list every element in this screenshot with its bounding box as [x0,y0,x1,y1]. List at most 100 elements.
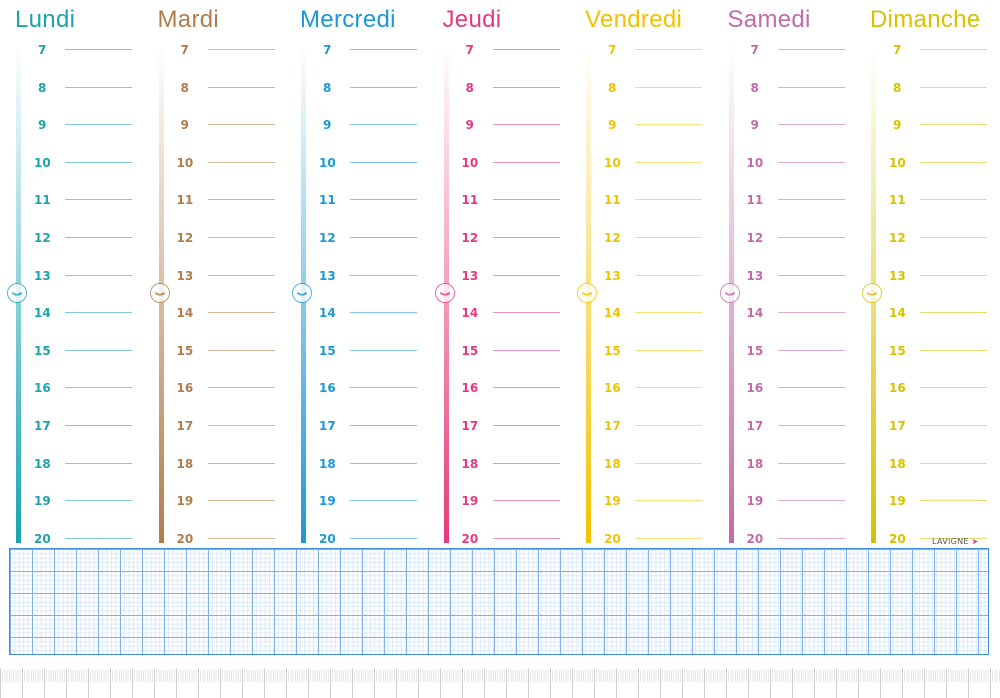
hour-writing-line[interactable] [492,161,560,163]
hour-writing-line[interactable] [350,124,417,126]
hour-writing-line[interactable] [492,49,560,50]
hour-writing-line[interactable] [920,86,987,88]
hour-writing-line[interactable] [777,387,845,389]
hour-writing-line[interactable] [350,349,417,351]
hour-writing-line[interactable] [920,274,987,276]
hour-writing-line[interactable] [65,500,132,502]
hour-writing-line[interactable] [635,349,702,351]
hour-writing-line[interactable] [635,537,702,539]
hour-writing-line[interactable] [777,161,845,163]
hour-writing-line[interactable] [920,161,987,163]
hour-writing-line[interactable] [65,387,132,389]
hour-writing-line[interactable] [207,312,275,314]
hour-writing-line[interactable] [492,500,560,502]
brand-logo: LAVIGNE ➤ [932,537,979,546]
hour-writing-line[interactable] [777,49,845,50]
hour-writing-line[interactable] [207,462,275,464]
hour-writing-line[interactable] [920,124,987,126]
hour-writing-line[interactable] [207,237,275,238]
hour-writing-line[interactable] [65,349,132,351]
hour-writing-line[interactable] [65,237,132,238]
hour-writing-line[interactable] [65,49,132,50]
hour-writing-line[interactable] [777,237,845,238]
hour-writing-line[interactable] [207,349,275,351]
hour-writing-line[interactable] [492,237,560,238]
hour-writing-line[interactable] [350,312,417,314]
hour-writing-line[interactable] [207,161,275,163]
hour-writing-line[interactable] [492,537,560,539]
hour-writing-line[interactable] [635,312,702,314]
hour-writing-line[interactable] [635,199,702,201]
hour-writing-line[interactable] [350,237,417,238]
hour-writing-line[interactable] [350,387,417,389]
hour-writing-line[interactable] [207,500,275,502]
hour-writing-line[interactable] [635,49,702,50]
hour-writing-line[interactable] [777,274,845,276]
hour-writing-line[interactable] [492,86,560,88]
hour-writing-line[interactable] [207,537,275,539]
hour-writing-line[interactable] [350,500,417,502]
hour-writing-line[interactable] [350,462,417,464]
hour-writing-line[interactable] [350,86,417,88]
hour-writing-line[interactable] [350,425,417,426]
hour-writing-line[interactable] [920,312,987,314]
hour-writing-line[interactable] [350,49,417,50]
hour-writing-line[interactable] [492,349,560,351]
hour-writing-line[interactable] [207,49,275,50]
hour-writing-line[interactable] [65,86,132,88]
hour-writing-line[interactable] [920,462,987,464]
hour-writing-line[interactable] [207,387,275,389]
hour-writing-line[interactable] [635,500,702,502]
hour-writing-line[interactable] [920,199,987,201]
hour-writing-line[interactable] [635,462,702,464]
hour-writing-line[interactable] [635,274,702,276]
hour-writing-line[interactable] [350,199,417,201]
hour-writing-line[interactable] [207,425,275,426]
hour-writing-line[interactable] [777,86,845,88]
hour-writing-line[interactable] [777,199,845,201]
hour-writing-line[interactable] [635,86,702,88]
hour-writing-line[interactable] [920,237,987,238]
hour-writing-line[interactable] [492,425,560,426]
hour-writing-line[interactable] [65,274,132,276]
hour-writing-line[interactable] [492,274,560,276]
hour-writing-line[interactable] [777,462,845,464]
hour-writing-line[interactable] [777,312,845,314]
hour-writing-line[interactable] [350,274,417,276]
hour-writing-line[interactable] [920,387,987,389]
hour-writing-line[interactable] [920,349,987,351]
hour-writing-line[interactable] [635,161,702,163]
hour-writing-line[interactable] [920,425,987,426]
hour-writing-line[interactable] [207,274,275,276]
hour-writing-line[interactable] [635,425,702,426]
hour-writing-line[interactable] [777,537,845,539]
hour-writing-line[interactable] [350,537,417,539]
hour-writing-line[interactable] [777,425,845,426]
hour-writing-line[interactable] [635,237,702,238]
hour-writing-line[interactable] [65,124,132,126]
hour-writing-line[interactable] [920,500,987,502]
hour-writing-line[interactable] [207,86,275,88]
hour-writing-line[interactable] [65,425,132,426]
hour-writing-line[interactable] [635,387,702,389]
hour-writing-line[interactable] [635,124,702,126]
hour-writing-line[interactable] [65,462,132,464]
hour-writing-line[interactable] [777,349,845,351]
hour-writing-line[interactable] [777,500,845,502]
hour-writing-line[interactable] [492,199,560,201]
hour-writing-line[interactable] [65,199,132,201]
hour-writing-line[interactable] [492,124,560,126]
hour-writing-line[interactable] [777,124,845,126]
hour-writing-line[interactable] [492,312,560,314]
hour-writing-line[interactable] [920,537,987,539]
hour-writing-line[interactable] [920,49,987,50]
hour-writing-line[interactable] [492,387,560,389]
hour-writing-line[interactable] [350,161,417,163]
hour-writing-line[interactable] [65,312,132,314]
hour-writing-line[interactable] [207,124,275,126]
hour-writing-line[interactable] [492,462,560,464]
hour-writing-line[interactable] [207,199,275,201]
hour-writing-line[interactable] [65,537,132,539]
notes-grid-area[interactable] [9,548,989,655]
hour-writing-line[interactable] [65,161,132,163]
